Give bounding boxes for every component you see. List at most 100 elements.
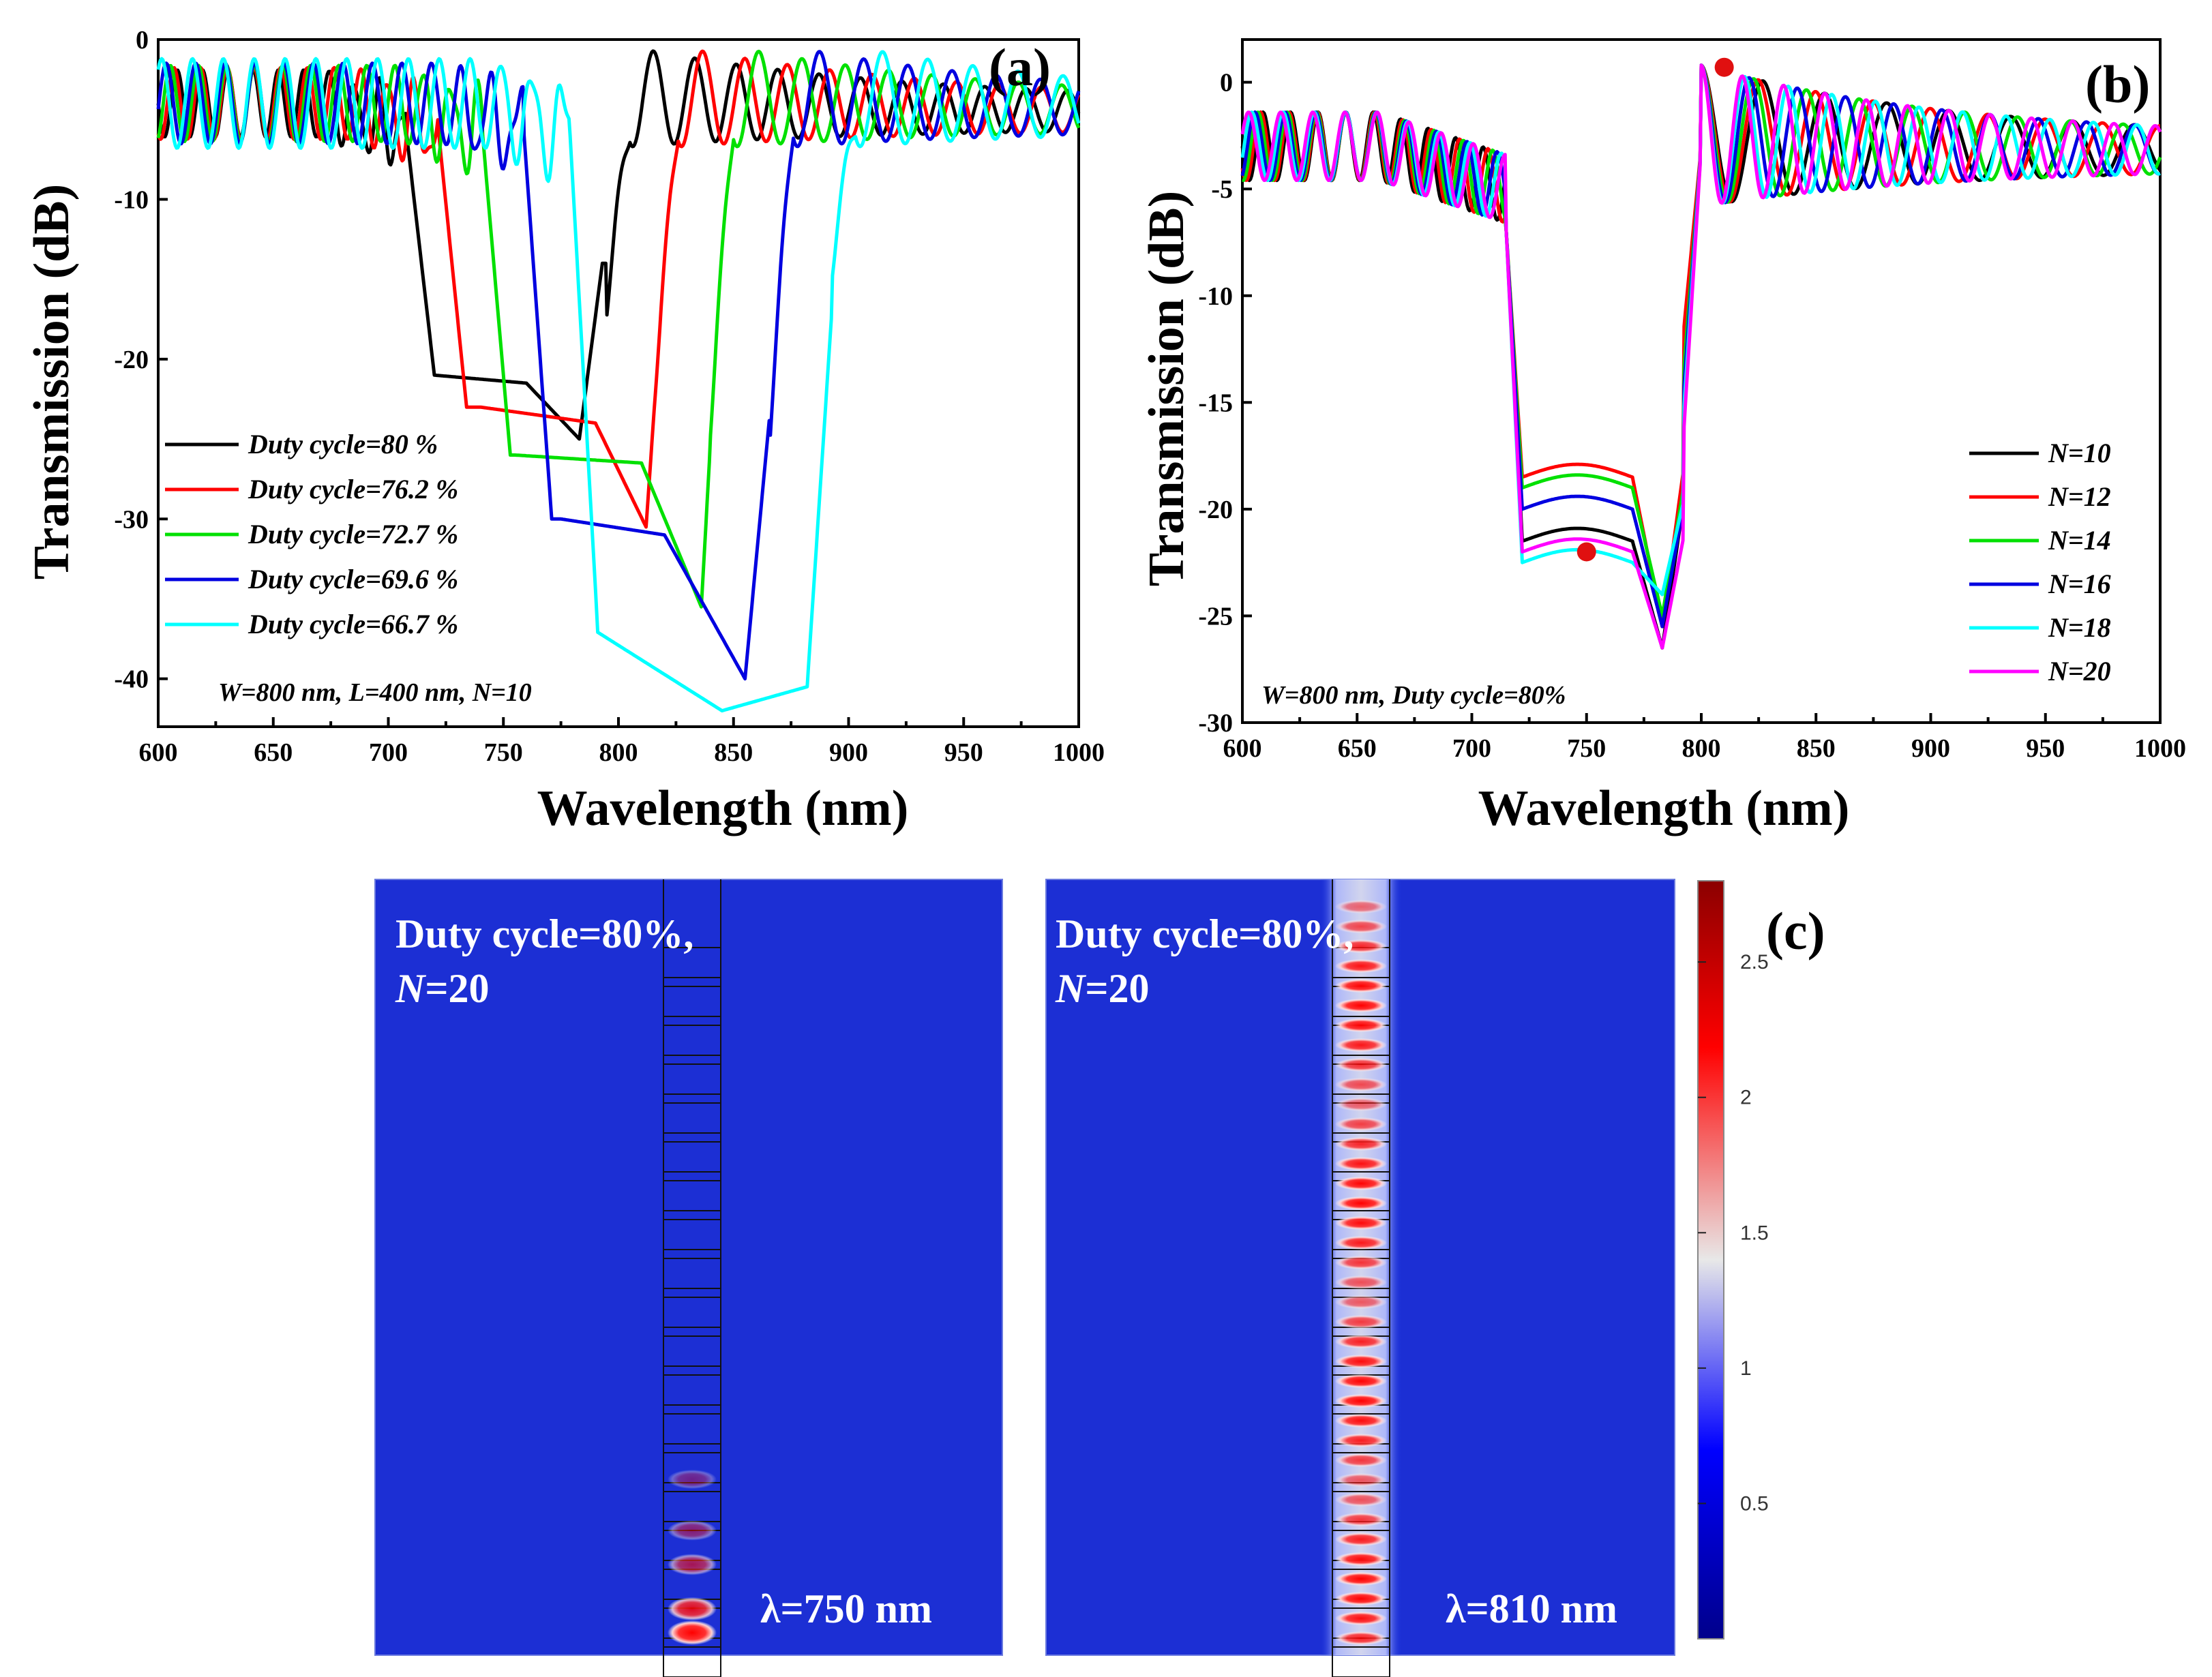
map1-spot-2: [668, 1554, 717, 1575]
colorbar-tick-label-1: 2: [1740, 1087, 1752, 1109]
map2-spot-27: [1335, 1434, 1387, 1447]
map2-spot-4: [1335, 979, 1387, 993]
map2-spot-16: [1335, 1216, 1387, 1230]
map1-spot-1: [668, 1520, 717, 1541]
map2-spot-18: [1335, 1256, 1387, 1269]
colorbar-ticks: 2.5 2 1.5 1 0.5: [1698, 951, 1769, 1515]
legend-a-label-1: Duty cycle=76.2 %: [248, 474, 458, 504]
panel-b-xtick-label-2: 700: [1452, 734, 1491, 763]
map1-cell-7: [663, 1219, 721, 1250]
panel-a-xtick-label-8: 1000: [1053, 738, 1105, 767]
panel-a-xtick-label-7: 950: [944, 738, 983, 767]
map1-cell-10: [663, 1335, 721, 1367]
map1-cell-18: [663, 1646, 721, 1677]
map2-spot-25: [1335, 1394, 1387, 1408]
panel-b-xtick-label-3: 750: [1567, 734, 1606, 763]
map2-spot-15: [1335, 1196, 1387, 1210]
panel-b-xtick-label-5: 850: [1797, 734, 1836, 763]
map1-cell-2: [663, 1025, 721, 1056]
panel-b-series: [1240, 63, 2162, 650]
map2-spot-22: [1335, 1335, 1387, 1348]
map2-spot-13: [1335, 1157, 1387, 1170]
map1-cell-6: [663, 1180, 721, 1211]
legend-b-label-5: N=20: [2048, 656, 2111, 686]
panel-a-series: [156, 49, 1081, 713]
field-map-750nm: Duty cycle=80%, N=20 λ=750 nm: [374, 879, 1003, 1677]
map1-cell-0: [663, 947, 721, 978]
colorbar-tick-label-4: 0.5: [1740, 1492, 1769, 1515]
panel-a-chart: 600 650 700 750 800 850 900 950 1000 0 -10 -20 -30 -4…: [24, 26, 1105, 836]
map2-spot-23: [1335, 1355, 1387, 1368]
map2-spot-35: [1335, 1592, 1387, 1605]
colorbar-tick-label-2: 1.5: [1740, 1222, 1769, 1244]
panel-a-ytick-label-0: 0: [136, 26, 149, 55]
panel-a-ytick-label-4: -40: [114, 665, 149, 694]
map2-spot-17: [1335, 1236, 1387, 1250]
panel-b-xtick-label-0: 600: [1223, 734, 1262, 763]
map2-spot-34: [1335, 1572, 1387, 1586]
map1-spot-3: [668, 1597, 717, 1621]
map1-wavelength: λ=750 nm: [760, 1586, 932, 1631]
map2-spot-11: [1335, 1117, 1387, 1131]
panel-b-xtick-label-6: 900: [1911, 734, 1950, 763]
legend-b-label-0: N=10: [2048, 438, 2111, 468]
panel-a-xtick-label-0: 600: [139, 738, 178, 767]
map2-spot-20: [1335, 1295, 1387, 1309]
panel-b-label: (b): [2085, 55, 2150, 114]
panel-c-field-maps: Duty cycle=80%, N=20 λ=750 nm Duty cycle…: [374, 879, 1825, 1677]
map2-spot-36: [1335, 1612, 1387, 1625]
map2-spot-5: [1335, 999, 1387, 1012]
panel-b-axes: 600 650 700 750 800 850 900 950 1000 0 -5 -10 -15 -20…: [1198, 38, 2186, 763]
panel-a-axes: 600 650 700 750 800 850 900 950 1000 0 -10 -20 -30 -4…: [114, 26, 1105, 767]
panel-b-chart: 600 650 700 750 800 850 900 950 1000 0 -5 -10 -15 -20…: [1139, 38, 2186, 836]
panel-b-x-title: Wavelength (nm): [1478, 781, 1850, 836]
map2-spot-7: [1335, 1038, 1387, 1052]
map1-cell-12: [663, 1413, 721, 1445]
map2-field-spots: [1335, 900, 1387, 1645]
map2-n-label: N=20: [1055, 966, 1150, 1011]
legend-a-label-2: Duty cycle=72.7 %: [248, 519, 458, 549]
panel-b-xtick-label-7: 950: [2026, 734, 2065, 763]
panel-b-ytick-label-3: -15: [1198, 389, 1233, 417]
map2-spot-32: [1335, 1532, 1387, 1546]
map2-spot-24: [1335, 1374, 1387, 1388]
map1-cell-4: [663, 1102, 721, 1134]
panel-c-label: (c): [1766, 901, 1825, 961]
map1-title: Duty cycle=80%,: [395, 911, 693, 956]
panel-b-ytick-label-6: -30: [1198, 709, 1233, 738]
map1-cell-8: [663, 1258, 721, 1289]
panel-a-legend: Duty cycle=80 % Duty cycle=76.2 % Duty c…: [165, 429, 458, 639]
panel-b-xtick-label-1: 650: [1338, 734, 1377, 763]
map1-cell-11: [663, 1374, 721, 1406]
map2-spot-12: [1335, 1137, 1387, 1151]
map2-cell-18: [1332, 1646, 1390, 1677]
legend-a-label-3: Duty cycle=69.6 %: [248, 564, 458, 594]
colorbar-tick-label-0: 2.5: [1740, 951, 1769, 973]
panel-a-x-title: Wavelength (nm): [537, 781, 909, 836]
map2-spot-33: [1335, 1552, 1387, 1566]
panel-a-xtick-label-5: 850: [714, 738, 753, 767]
legend-b-label-1: N=12: [2048, 481, 2111, 512]
map1-cell-9: [663, 1297, 721, 1328]
panel-a-xtick-label-4: 800: [599, 738, 638, 767]
panel-a-annotation: W=800 nm, L=400 nm, N=10: [218, 678, 532, 707]
legend-b-label-3: N=16: [2048, 569, 2111, 599]
map2-spot-6: [1335, 1018, 1387, 1032]
series-b-5: [1240, 63, 2162, 650]
panel-b-ytick-label-5: -25: [1198, 602, 1233, 631]
legend-a-label-4: Duty cycle=66.7 %: [248, 609, 458, 639]
map1-field-spots: [668, 1469, 717, 1645]
panel-b-ytick-label-2: -10: [1198, 282, 1233, 311]
legend-a-label-0: Duty cycle=80 %: [248, 429, 438, 459]
series-a-4: [156, 50, 1081, 713]
panel-b-annotation: W=800 nm, Duty cycle=80%: [1261, 681, 1566, 710]
marker-b-1: [1714, 57, 1734, 77]
panel-b-xtick-label-8: 1000: [2134, 734, 2186, 763]
map1-cell-1: [663, 986, 721, 1017]
panel-a-xtick-label-6: 900: [829, 738, 868, 767]
map1-cell-3: [663, 1063, 721, 1095]
map2-spot-31: [1335, 1513, 1387, 1526]
legend-b-label-4: N=18: [2048, 612, 2111, 643]
panel-b-ytick-label-1: -5: [1211, 175, 1233, 204]
